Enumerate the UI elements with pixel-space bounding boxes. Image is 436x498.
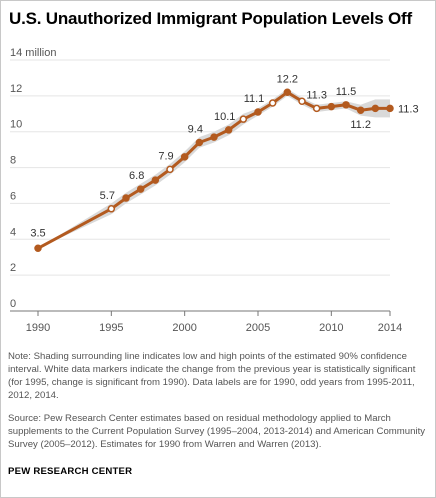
data-label: 12.2 — [277, 73, 298, 85]
data-point — [107, 205, 116, 213]
y-tick-label: 10 — [10, 119, 22, 131]
y-tick-label: 0 — [10, 298, 16, 310]
data-point — [239, 115, 248, 123]
y-tick-label: 12 — [10, 83, 22, 95]
chart-source: Source: Pew Research Center estimates ba… — [8, 413, 426, 450]
data-label: 3.5 — [30, 227, 45, 239]
y-tick-label: 6 — [10, 190, 16, 202]
data-point — [122, 194, 130, 202]
x-tick-label: 2005 — [246, 322, 270, 334]
data-point — [298, 97, 306, 105]
y-tick-label: 2 — [10, 262, 16, 274]
data-point — [180, 153, 189, 161]
data-label: 9.4 — [188, 123, 203, 135]
data-label: 6.8 — [129, 170, 144, 182]
x-tick-label: 1990 — [26, 322, 50, 334]
chart-note: Note: Shading surrounding line indicates… — [8, 351, 416, 401]
data-point — [371, 104, 380, 113]
data-point — [210, 133, 218, 141]
data-point — [151, 176, 160, 184]
data-point — [342, 101, 350, 109]
data-label: 7.9 — [158, 150, 173, 162]
data-label: 11.2 — [350, 119, 371, 131]
data-label: 11.1 — [244, 93, 265, 105]
x-tick-label: 1995 — [99, 322, 123, 334]
data-label: 11.3 — [398, 103, 419, 115]
x-tick-label: 2010 — [319, 322, 343, 334]
line-chart: 0 2 4 6 8 10 12 14 million 1990 1995 2000 2005 2010 2… — [10, 47, 419, 334]
confidence-band — [38, 88, 390, 249]
data-point — [166, 165, 174, 174]
data-label: 5.7 — [100, 190, 115, 202]
data-label: 11.5 — [336, 86, 357, 98]
data-point — [327, 102, 336, 111]
data-point — [386, 104, 394, 113]
y-tick-label: 4 — [10, 226, 16, 238]
data-label: 10.1 — [214, 111, 235, 123]
data-point — [224, 126, 233, 134]
data-point — [254, 108, 262, 116]
data-label: 11.3 — [306, 89, 327, 101]
data-point — [268, 99, 277, 107]
data-point — [283, 88, 292, 97]
data-point — [136, 185, 145, 193]
data-point — [195, 138, 204, 147]
chart-title: U.S. Unauthorized Immigrant Population L… — [9, 9, 412, 28]
brand-label: PEW RESEARCH CENTER — [8, 466, 133, 477]
data-point — [34, 244, 42, 252]
x-tick-label: 2000 — [172, 322, 196, 334]
data-point — [312, 104, 321, 113]
y-tick-label: 8 — [10, 155, 16, 167]
data-point — [356, 106, 365, 114]
x-tick-label: 2014 — [378, 322, 402, 334]
y-tick-label: 14 million — [10, 47, 56, 59]
